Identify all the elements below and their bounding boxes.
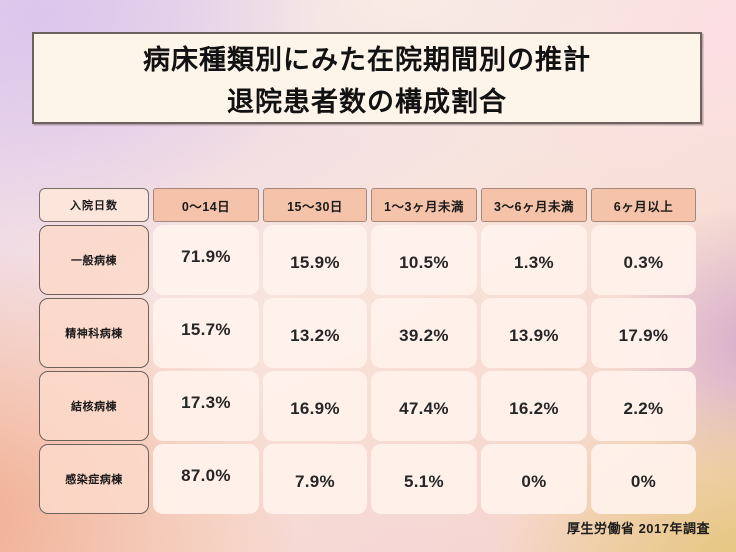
- cell-value: 17.3%: [181, 393, 231, 412]
- table-cell: 0%: [591, 444, 696, 514]
- cell-value: 0%: [630, 472, 657, 491]
- cell-value: 2.2%: [623, 399, 664, 418]
- row-header-tuberculosis-ward: 結核病棟: [39, 371, 149, 441]
- page-title-line-2: 退院患者数の構成割合: [227, 86, 507, 117]
- data-table: 入院日数 0〜14日 15〜30日 1〜3ヶ月未満 3〜6ヶ月未満 6ヶ月以上 …: [39, 188, 696, 514]
- corner-header-days: 入院日数: [39, 188, 149, 222]
- table-cell: 13.9%: [481, 298, 587, 368]
- table-cell: 1.3%: [481, 225, 587, 295]
- table-cell: 17.3%: [153, 371, 259, 441]
- table-cell: 0.3%: [591, 225, 696, 295]
- cell-value: 0.3%: [623, 253, 664, 272]
- table-cell: 15.7%: [153, 298, 259, 368]
- cell-value: 15.9%: [290, 253, 340, 272]
- column-header-1-3m: 1〜3ヶ月未満: [371, 188, 477, 222]
- column-header-0-14d: 0〜14日: [153, 188, 259, 222]
- cell-value: 1.3%: [514, 253, 554, 272]
- table-cell: 5.1%: [371, 444, 477, 514]
- table-cell: 13.2%: [263, 298, 367, 368]
- row-header-general-ward: 一般病棟: [39, 225, 149, 295]
- table-cell: 71.9%: [153, 225, 259, 295]
- cell-value: 17.9%: [618, 326, 669, 345]
- cell-value: 87.0%: [181, 466, 231, 485]
- table-cell: 0%: [481, 444, 587, 514]
- table-cell: 7.9%: [263, 444, 367, 514]
- cell-value: 10.5%: [399, 253, 449, 272]
- cell-value: 47.4%: [399, 399, 449, 418]
- title-box: 病床種類別にみた在院期間別の推計 退院患者数の構成割合: [32, 32, 702, 124]
- table-cell: 87.0%: [153, 444, 259, 514]
- table-cell: 39.2%: [371, 298, 477, 368]
- cell-value: 13.2%: [290, 326, 340, 345]
- cell-value: 7.9%: [295, 472, 335, 491]
- table-cell: 10.5%: [371, 225, 477, 295]
- table-cell: 16.2%: [481, 371, 587, 441]
- cell-value: 15.7%: [181, 320, 231, 339]
- cell-value: 5.1%: [404, 472, 444, 491]
- cell-value: 0%: [521, 472, 547, 491]
- table-cell: 47.4%: [371, 371, 477, 441]
- table-cell: 16.9%: [263, 371, 367, 441]
- table-cell: 2.2%: [591, 371, 696, 441]
- cell-value: 16.9%: [290, 399, 340, 418]
- column-header-3-6m: 3〜6ヶ月未満: [481, 188, 587, 222]
- row-header-psychiatric-ward: 精神科病棟: [39, 298, 149, 368]
- column-header-6m-plus: 6ヶ月以上: [591, 188, 696, 222]
- row-header-infectious-ward: 感染症病棟: [39, 444, 149, 514]
- table-cell: 15.9%: [263, 225, 367, 295]
- cell-value: 16.2%: [509, 399, 559, 418]
- cell-value: 71.9%: [181, 247, 231, 266]
- table-cell: 17.9%: [591, 298, 696, 368]
- column-header-15-30d: 15〜30日: [263, 188, 367, 222]
- cell-value: 13.9%: [509, 326, 559, 345]
- page-title-line-1: 病床種類別にみた在院期間別の推計: [143, 44, 591, 75]
- source-note: 厚生労働省 2017年調査: [566, 521, 710, 536]
- cell-value: 39.2%: [399, 326, 449, 345]
